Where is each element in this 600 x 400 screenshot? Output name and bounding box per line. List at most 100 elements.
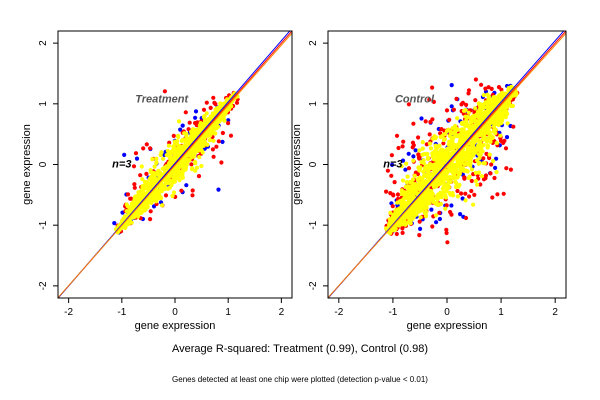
data-point [423,119,428,124]
data-point [228,133,234,138]
data-point [159,185,164,190]
data-point [490,195,495,200]
data-point [459,191,464,196]
data-point [210,147,215,152]
data-point [214,144,219,149]
data-point [427,141,433,146]
data-point [440,134,445,139]
data-point [129,201,135,206]
data-point [505,121,510,126]
data-point [435,197,440,202]
data-point [222,111,227,116]
data-point [202,114,207,119]
data-point [499,92,504,97]
data-point [447,117,452,122]
data-point [428,146,434,151]
x-tick-label: 0 [172,307,178,318]
data-point [448,209,453,215]
x-tick-label: 1 [498,307,504,318]
data-point [469,118,475,124]
data-point [411,121,416,126]
data-point [417,233,422,238]
data-point [487,152,492,157]
x-tick-label: 0 [444,307,450,318]
data-point [430,224,435,229]
data-point [151,170,156,175]
plot-area [328,31,566,298]
data-point [402,193,407,198]
data-point [475,182,480,187]
data-point [144,171,149,176]
data-point [174,171,179,176]
data-point [423,214,429,219]
data-point [435,182,440,187]
data-point [416,182,421,187]
data-point [454,127,459,132]
data-point [490,136,495,141]
data-point [455,194,460,199]
data-point [396,145,401,151]
data-point [144,142,149,147]
data-point [128,206,133,211]
data-point [143,191,148,196]
data-point [443,206,448,211]
x-tick-label: -2 [64,307,73,318]
data-point [419,201,424,206]
data-point [494,140,499,146]
data-point [483,173,489,178]
data-point [488,171,493,176]
data-point [502,138,507,143]
data-point [444,230,449,236]
data-point [187,120,192,125]
data-point [495,192,500,197]
data-point [132,185,137,190]
data-point [471,138,476,143]
data-point [156,189,161,194]
data-point [504,135,510,140]
data-point [458,212,463,217]
data-point [426,167,431,172]
data-point [473,77,478,82]
y-tick-label: 1 [38,101,49,107]
data-point [175,150,180,155]
x-axis-label: gene expression [135,320,216,332]
data-point [142,183,147,188]
data-point [440,154,445,159]
data-point [451,146,456,151]
data-point [390,204,395,209]
data-point [430,85,435,90]
data-point [451,107,456,112]
data-point [460,120,465,125]
data-point [428,119,433,125]
data-point [424,205,429,210]
data-point [180,164,185,169]
data-point [168,178,173,183]
data-point [180,144,185,149]
x-tick-label: 2 [552,307,558,318]
data-point [501,191,506,196]
data-point [167,155,172,160]
data-point [394,133,400,138]
data-point [189,162,194,167]
data-point [446,183,451,188]
data-point [391,192,396,197]
y-tick-label: 1 [308,101,319,107]
data-point [389,153,394,158]
data-point [486,85,491,90]
data-point [200,126,205,131]
data-point [405,184,410,189]
data-point [160,166,165,171]
data-point [484,151,489,156]
data-point [125,192,131,197]
data-point [443,193,448,198]
data-point [412,182,418,187]
data-point [505,105,510,110]
data-point [166,175,171,180]
data-point [416,207,421,212]
data-point [494,170,499,175]
data-point [448,192,453,197]
data-point [493,131,498,136]
data-point [180,175,185,180]
data-point [453,123,458,129]
data-point [204,100,209,105]
